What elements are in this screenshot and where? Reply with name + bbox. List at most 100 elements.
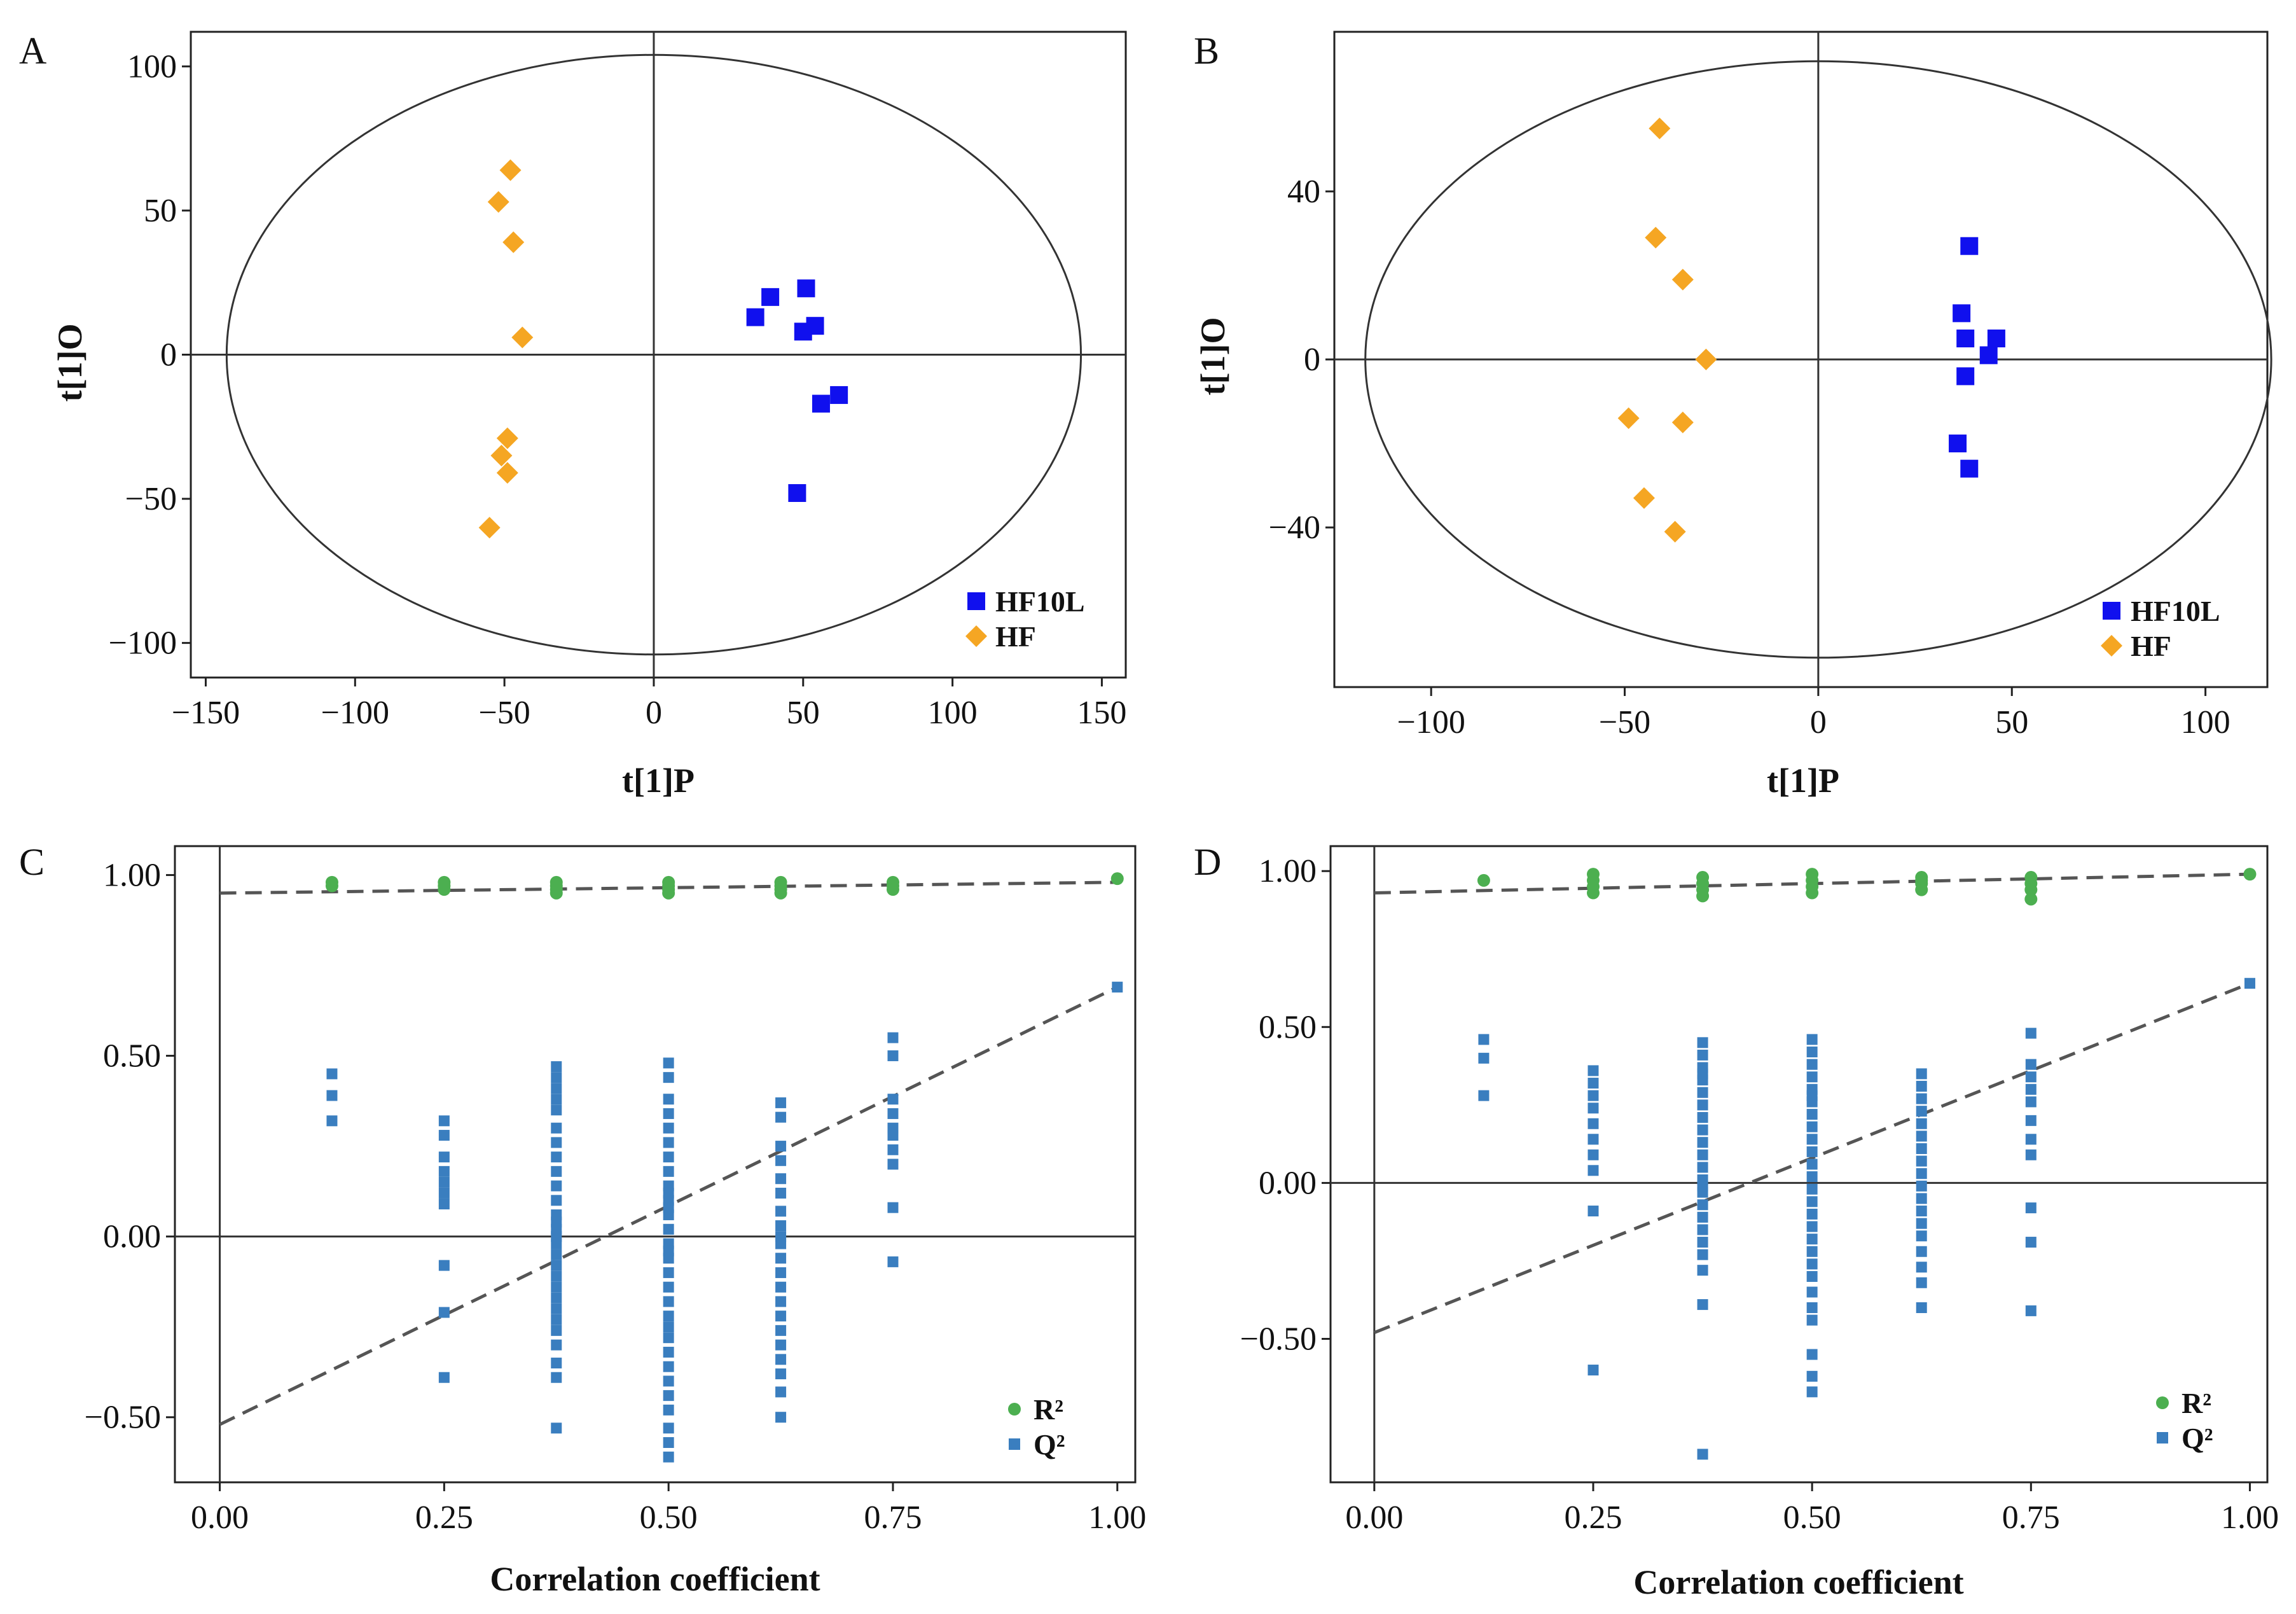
panel-d-point-q: [1806, 1302, 1818, 1313]
panel-c-point-q: [551, 1094, 562, 1105]
panel-d-point-q: [1587, 1118, 1599, 1129]
panel-d-point-q: [1697, 1037, 1708, 1048]
panel-c-point-q: [551, 1137, 562, 1148]
panel-c-point-q: [775, 1339, 787, 1351]
panel-d-point-q: [1587, 1206, 1599, 1217]
panel-d-point-q: [1697, 1265, 1708, 1276]
panel-b-point-hf: [1671, 268, 1694, 291]
panel-c-point-q: [775, 1206, 787, 1217]
panel-c-ytick-label: 0.00: [103, 1219, 161, 1255]
panel-a-xtick-label: 100: [928, 695, 978, 731]
panel-d-point-q: [1478, 1090, 1490, 1101]
panel-c-point-q: [663, 1122, 674, 1134]
panel-a-point-hf10l: [797, 279, 815, 298]
panel-c-point-q: [551, 1195, 562, 1206]
panel-d-point-q: [1806, 1221, 1818, 1232]
panel-d-point-q: [1806, 1258, 1818, 1270]
panel-d-point-q: [1806, 1370, 1818, 1382]
panel-c-point-q: [887, 1202, 899, 1213]
panel-c-point-q: [775, 1281, 787, 1293]
panel-c-point-q: [438, 1372, 450, 1383]
panel-d-point-q: [1697, 1199, 1708, 1211]
panel-c-point-q: [663, 1094, 674, 1105]
panel-c-point-q: [663, 1451, 674, 1463]
panel-d-point-q: [2244, 978, 2255, 989]
panel-c-xlabel: Correlation coefficient: [490, 1560, 820, 1598]
panel-d-point-q: [1697, 1237, 1708, 1248]
panel-b-point-hf10l: [1960, 459, 1979, 478]
panel-c-xtick-label: 0.75: [864, 1499, 922, 1536]
panel-d-point-q: [1587, 1103, 1599, 1114]
panel-c-point-q: [887, 1050, 899, 1062]
panel-c-point-q: [887, 1256, 899, 1267]
panel-b-ylabel: t[1]O: [1194, 317, 1232, 396]
panel-c-point-q: [551, 1151, 562, 1163]
panel-d-point-q: [1916, 1080, 1927, 1092]
panel-c-point-q: [663, 1346, 674, 1358]
panel-a-point-hf: [496, 427, 518, 449]
panel-d: D 0.00 0.25 0.50 0.75 1.00 −0.50 0.00 0.50 1.00 R…: [1194, 841, 2279, 1601]
panel-d-point-r: [1915, 883, 1928, 896]
panel-c-point-q: [551, 1122, 562, 1134]
panel-c-point-q: [663, 1187, 674, 1199]
panel-a-legend-marker: [965, 625, 987, 647]
panel-c-point-q: [663, 1245, 674, 1256]
panel-c-point-q: [775, 1141, 787, 1152]
panel-c-point-q: [887, 1144, 899, 1155]
panel-c-point-q: [551, 1249, 562, 1260]
panel-b-point-hf10l: [1956, 367, 1975, 386]
panel-d-point-q: [1697, 1068, 1708, 1080]
panel-d-xtick-label: 0.75: [2002, 1499, 2060, 1536]
panel-c-xtick-label: 1.00: [1088, 1499, 1146, 1536]
panel-c-point-q: [551, 1104, 562, 1116]
panel-c-point-q: [551, 1303, 562, 1314]
panel-b-point-hf: [1671, 412, 1694, 434]
panel-a-point-hf: [499, 159, 522, 181]
panel-b-point-hf: [1633, 487, 1655, 509]
panel-d-point-q: [1916, 1180, 1927, 1192]
panel-c-point-q: [775, 1412, 787, 1423]
panel-c-point-q: [775, 1220, 787, 1232]
panel-b-legend-label: HF: [2131, 630, 2171, 662]
panel-c-point-r: [662, 886, 675, 900]
panel-a-point-hf10l: [812, 394, 830, 413]
panel-c-point-q: [775, 1155, 787, 1166]
panel-c-point-q: [551, 1423, 562, 1434]
panel-c-point-q: [326, 1090, 338, 1101]
panel-a-legend-label: HF: [995, 620, 1036, 653]
panel-c-point-q: [1112, 982, 1123, 993]
panel-a-point-hf: [511, 326, 534, 349]
panel-d-point-q: [1806, 1158, 1818, 1170]
panel-c-point-r: [886, 883, 899, 896]
panel-c-point-q: [663, 1057, 674, 1069]
panel-c-point-r: [325, 879, 338, 893]
panel-d-ytick-label: −0.50: [1240, 1321, 1317, 1358]
panel-c-ytick-label: 1.00: [103, 857, 161, 893]
panel-d-point-q: [1916, 1206, 1927, 1217]
panel-d-point-q: [1587, 1090, 1599, 1101]
panel-c-point-q: [887, 1108, 899, 1119]
panel-d-point-q: [1806, 1286, 1818, 1298]
panel-c-point-q: [663, 1165, 674, 1177]
panel-d-point-q: [1916, 1155, 1927, 1167]
panel-b-xtick-label: 50: [1995, 704, 2028, 741]
panel-d-point-q: [1806, 1146, 1818, 1157]
panel-a-point-hf: [490, 445, 513, 467]
panel-b-confidence-ellipse: [1364, 60, 2272, 659]
panel-d-legend-marker: [2157, 1432, 2168, 1444]
panel-c-point-q: [438, 1307, 450, 1318]
panel-c-point-q: [551, 1281, 562, 1293]
panel-d-point-q: [2025, 1059, 2037, 1070]
panel-d-point-q: [1697, 1449, 1708, 1460]
panel-d-point-q: [1916, 1093, 1927, 1104]
panel-c-point-q: [438, 1176, 450, 1188]
panel-b-point-hf: [1695, 349, 1717, 370]
panel-a-letter: A: [19, 30, 46, 72]
panel-d-point-q: [1587, 1149, 1599, 1160]
panel-d-xlabel: Correlation coefficient: [1633, 1563, 1963, 1601]
panel-c-xtick-label: 0.00: [191, 1499, 249, 1536]
panel-c-point-q: [775, 1267, 787, 1278]
panel-c-point-q: [551, 1314, 562, 1325]
panel-d-point-q: [1806, 1196, 1818, 1207]
